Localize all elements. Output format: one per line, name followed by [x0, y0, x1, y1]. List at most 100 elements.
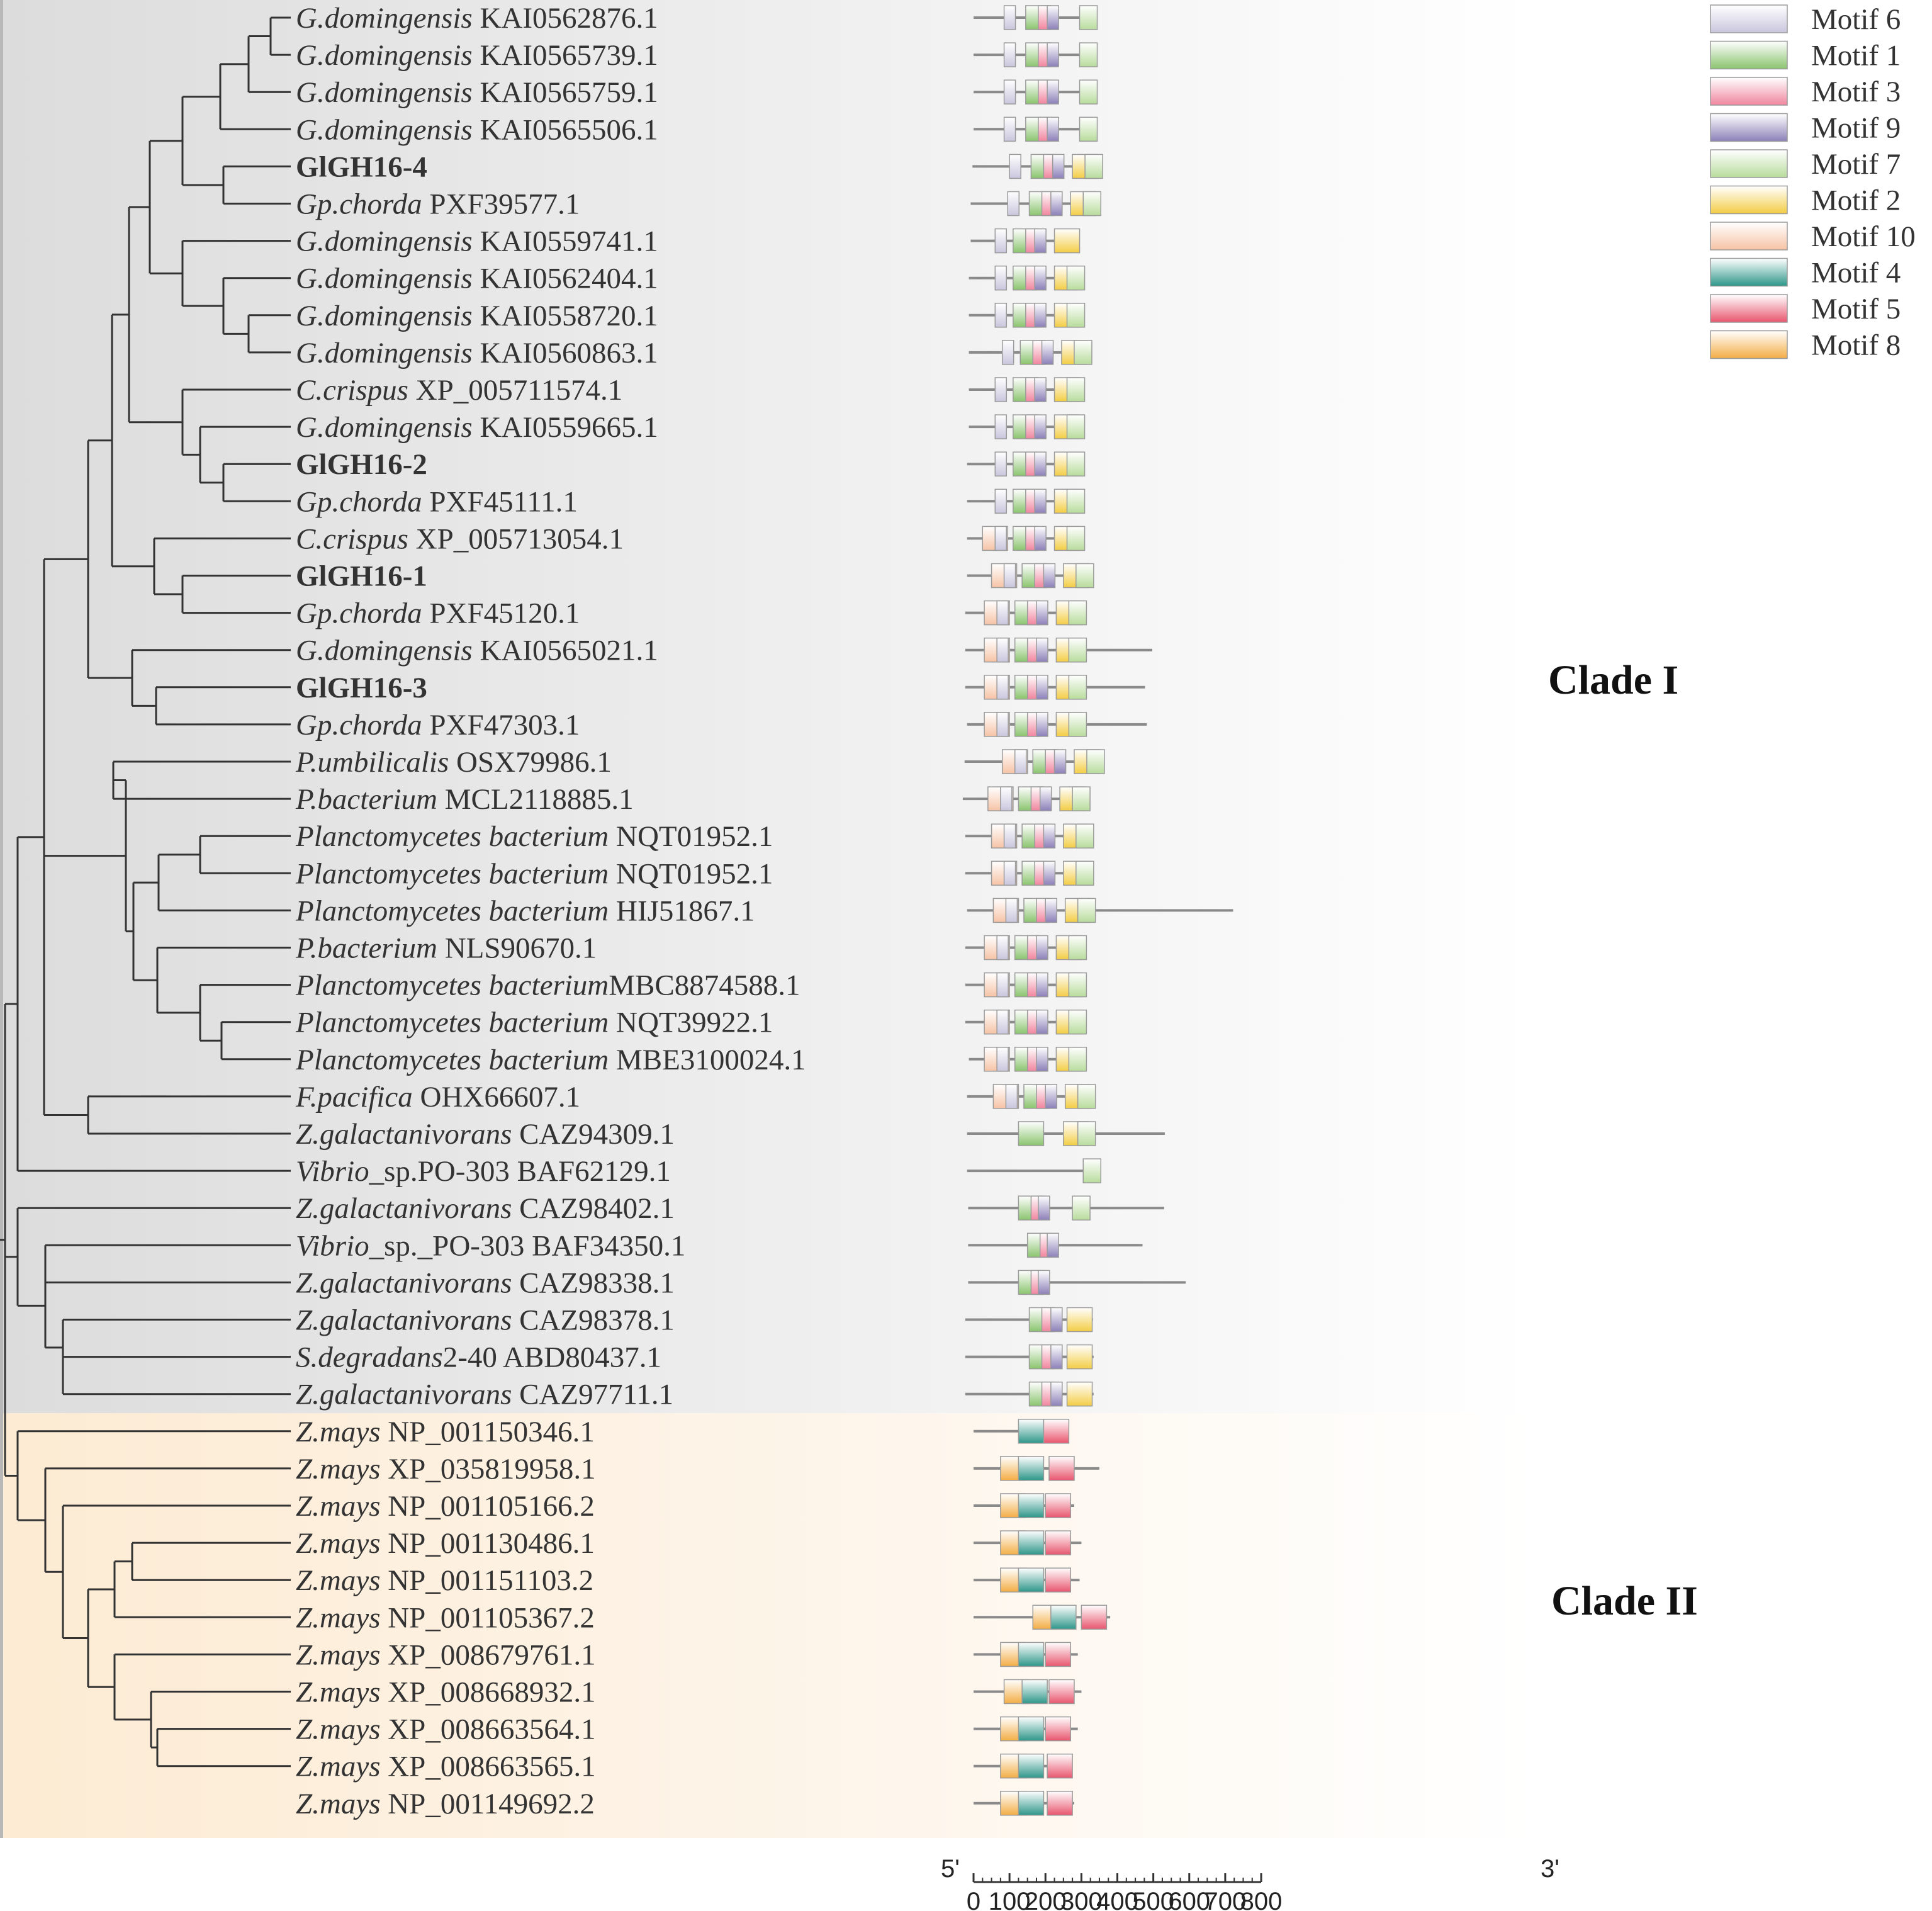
motif-box-m7: [1076, 563, 1094, 589]
accession: XP_008663564.1: [380, 1713, 595, 1746]
legend-swatch: [1710, 330, 1788, 359]
legend-item: Motif 4: [1710, 257, 1901, 290]
legend-item: Motif 6: [1710, 3, 1901, 36]
species-name: Planctomycetes bacterium: [295, 894, 609, 927]
motif-row: [974, 1791, 1074, 1816]
motif-box-m9: [1043, 823, 1056, 848]
motif-box-m1: [1018, 1121, 1045, 1146]
motif-row: [969, 377, 1086, 402]
legend-item: Motif 5: [1710, 293, 1901, 325]
motif-box-m5: [1047, 1791, 1073, 1816]
accession: CAZ98338.1: [512, 1266, 675, 1299]
accession: NP_001105166.2: [380, 1490, 594, 1523]
species-name: Planctomycetes bacterium: [295, 1006, 609, 1039]
motif-box-m7: [1066, 414, 1086, 439]
legend-swatch: [1710, 40, 1788, 70]
motif-box-m9: [1052, 154, 1065, 179]
species-name: G.domingensis: [296, 411, 473, 444]
species-name: Z.galactanivorans: [296, 1378, 512, 1411]
motif-row: [974, 79, 1098, 104]
motif-box-m9: [1050, 1307, 1063, 1333]
motif-box-m7: [1084, 154, 1103, 179]
motif-box-m2: [1066, 1344, 1093, 1370]
species-name: Z.mays: [296, 1676, 380, 1709]
motif-box-m4: [1018, 1456, 1045, 1481]
accession: KAI0562404.1: [473, 262, 658, 295]
motif-box-m7: [1068, 935, 1087, 961]
motif-box-m2: [1066, 1307, 1093, 1333]
accession: NLS90670.1: [437, 932, 597, 965]
motif-box-m6: [996, 600, 1009, 626]
motif-box-m5: [1081, 1604, 1108, 1630]
motif-box-m7: [1086, 749, 1105, 774]
motif-box-m9: [1039, 786, 1052, 811]
motif-box-m6: [994, 414, 1008, 439]
motif-box-m6: [1009, 154, 1021, 179]
accession: XP_008663565.1: [380, 1750, 595, 1783]
accession: KAI0562876.1: [473, 2, 658, 35]
taxon-label: Z.galactanivorans CAZ98378.1: [296, 1304, 675, 1337]
motif-row: [967, 898, 1233, 923]
motif-box-m6: [994, 488, 1008, 514]
motif-box-m9: [1034, 265, 1047, 291]
legend-item: Motif 7: [1710, 148, 1901, 181]
taxon-label: G.domingensis KAI0565506.1: [296, 113, 658, 146]
motif-row: [965, 935, 1087, 961]
motif-box-m4: [1018, 1791, 1045, 1816]
clade-2-background: [0, 1413, 1536, 1838]
taxon-label: GlGH16-4: [296, 150, 427, 183]
accession: XP_035819958.1: [380, 1453, 595, 1485]
motif-box-m6: [996, 637, 1009, 663]
motif-row: [967, 563, 1094, 589]
accession: NP_001105367.2: [380, 1601, 594, 1634]
species-name: Z.mays: [296, 1490, 380, 1523]
gene-name: GlGH16-2: [296, 448, 427, 481]
accession: NP_001149692.2: [380, 1788, 594, 1820]
motif-box-m9: [1034, 526, 1047, 551]
taxon-label: Planctomycetes bacterium NQT01952.1: [295, 857, 773, 890]
motif-box-m4: [1018, 1530, 1045, 1555]
accession: XP_005713054.1: [408, 522, 624, 555]
accession: XP_005711574.1: [408, 374, 622, 407]
taxon-label: Z.mays XP_008663564.1: [296, 1713, 596, 1746]
motif-row: [964, 749, 1105, 774]
motif-row: [974, 1530, 1082, 1555]
motif-box-m4: [1018, 1642, 1045, 1667]
motif-box-m9: [1041, 340, 1054, 365]
gene-name: GlGH16-1: [296, 560, 427, 593]
motif-box-m4: [1021, 1679, 1048, 1705]
motif-box-m6: [996, 972, 1009, 998]
accession: CAZ98402.1: [512, 1192, 675, 1225]
taxon-label: P.umbilicalis OSX79986.1: [295, 746, 612, 779]
phylogenetic-tree: [0, 16, 291, 1767]
motif-box-m6: [996, 675, 1009, 700]
legend-swatch: [1710, 294, 1788, 323]
motif-row: [969, 265, 1086, 291]
motif-row: [974, 5, 1098, 30]
species-name: S.degradans: [296, 1341, 443, 1374]
motif-row: [965, 600, 1087, 626]
motif-box-m6: [996, 935, 1009, 961]
taxon-label: Z.galactanivorans CAZ98402.1: [296, 1192, 675, 1225]
motif-row: [965, 823, 1094, 848]
species-name: P.bacterium: [295, 932, 437, 965]
scale-tick-label: 500: [1132, 1888, 1174, 1911]
species-name: Gp.chorda: [296, 485, 422, 518]
motif-row: [974, 1753, 1073, 1779]
motif-box-m4: [1018, 1753, 1045, 1779]
accession: CAZ94309.1: [512, 1118, 675, 1151]
species-name: G.domingensis: [296, 225, 473, 258]
accession: MBC8874588.1: [609, 969, 800, 1002]
species-name: G.domingensis: [296, 76, 473, 109]
species-name: G.domingensis: [296, 300, 473, 332]
taxon-label: Z.mays NP_001150346.1: [296, 1416, 595, 1448]
motif-box-m5: [1048, 1679, 1075, 1705]
motif-row: [967, 451, 1086, 476]
species-name: Planctomycetes bacterium: [295, 857, 609, 890]
motif-box-m7: [1076, 860, 1094, 886]
legend-label: Motif 9: [1811, 112, 1901, 145]
motif-box-m9: [1038, 1270, 1050, 1295]
gene-name: GlGH16-4: [296, 150, 427, 183]
motif-box-m9: [1036, 935, 1048, 961]
motif-row: [962, 786, 1091, 811]
